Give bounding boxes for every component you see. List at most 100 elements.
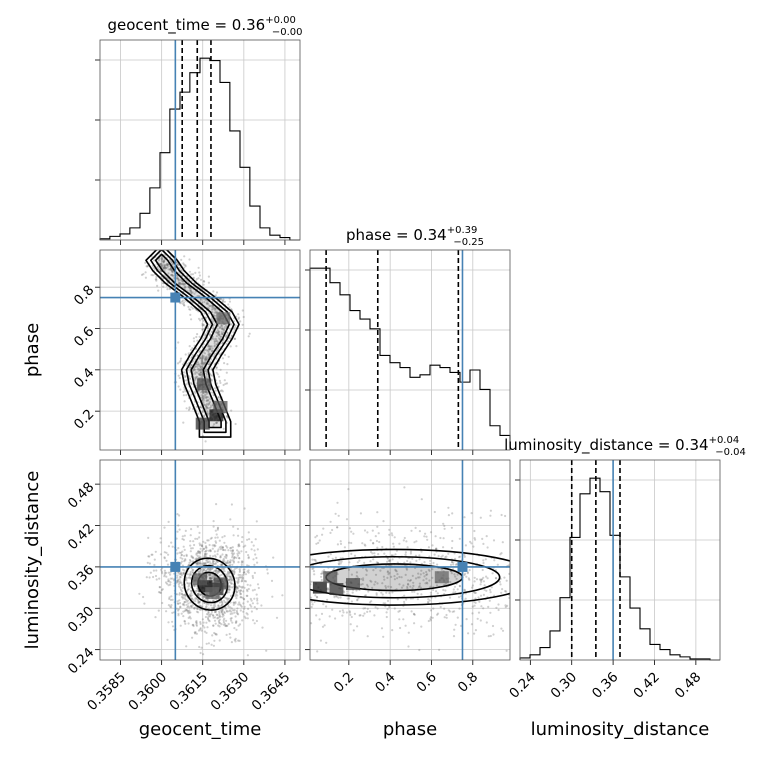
sample-point — [531, 565, 533, 567]
sample-point — [326, 590, 329, 593]
title-lower: −0.25 — [453, 237, 484, 248]
sample-point — [195, 621, 198, 624]
sample-point — [151, 553, 154, 556]
sample-point — [391, 591, 394, 594]
sample-point — [192, 540, 195, 543]
hist-geocent_time-frame — [99, 39, 301, 241]
sample-point — [241, 323, 244, 326]
sample-point — [193, 631, 196, 634]
sample-point — [386, 557, 389, 560]
sample-point — [431, 568, 434, 571]
density-cell — [329, 583, 344, 595]
sample-point — [207, 642, 210, 645]
sample-point — [410, 610, 413, 613]
sample-point — [181, 583, 184, 587]
sample-point — [195, 557, 198, 560]
sample-point — [182, 421, 185, 424]
sample-point — [351, 591, 354, 594]
sample-point — [181, 557, 184, 560]
sample-point — [471, 612, 474, 615]
sample-point — [668, 569, 670, 571]
contour-line — [154, 253, 231, 429]
sample-point — [187, 305, 190, 308]
sample-point — [348, 541, 351, 544]
sample-point — [365, 568, 368, 571]
sample-point — [246, 594, 249, 598]
sample-point — [185, 600, 188, 603]
sample-point — [222, 557, 225, 561]
sample-point — [456, 573, 459, 576]
sample-point — [177, 385, 180, 388]
sample-point — [416, 598, 419, 601]
sample-point — [387, 585, 390, 588]
sample-point — [209, 397, 212, 400]
sample-point — [318, 539, 321, 542]
sample-point — [227, 622, 230, 626]
sample-point — [436, 612, 440, 615]
sample-point — [145, 576, 148, 579]
sample-point — [154, 550, 157, 553]
sample-point — [187, 582, 190, 585]
sample-point — [293, 618, 295, 620]
sample-point — [387, 573, 390, 576]
sample-point — [482, 580, 485, 583]
density-cell — [213, 401, 228, 413]
sample-point — [384, 585, 387, 588]
sample-point — [152, 575, 155, 579]
sample-point — [292, 613, 294, 615]
sample-point — [216, 572, 219, 575]
sample-point — [228, 300, 231, 303]
sample-point — [219, 338, 222, 341]
sample-point — [189, 593, 192, 596]
sample-point — [572, 623, 574, 625]
sample-point — [582, 562, 584, 564]
sample-point — [201, 324, 204, 327]
sample-point — [429, 531, 433, 534]
sample-point — [227, 610, 230, 613]
sample-point — [172, 274, 175, 277]
sample-point — [179, 282, 182, 286]
sample-point — [203, 554, 206, 558]
sample-point — [219, 556, 222, 559]
sample-point — [543, 588, 545, 590]
sample-point — [238, 603, 242, 606]
sample-point — [167, 571, 170, 574]
sample-point — [183, 601, 186, 604]
sample-point — [237, 313, 240, 316]
sample-point — [179, 605, 182, 608]
scatter-phase-luminosity_distance-frame — [309, 459, 511, 661]
sample-point — [496, 563, 499, 566]
sample-point — [215, 343, 218, 346]
sample-point — [163, 526, 166, 529]
sample-point — [205, 357, 208, 360]
sample-point — [228, 588, 231, 591]
sample-point — [398, 542, 401, 545]
sample-point — [279, 639, 281, 641]
sample-point — [238, 556, 241, 560]
sample-point — [236, 607, 239, 610]
hist-panel-phase: phase = 0.34+0.39 −0.25 — [305, 225, 511, 455]
sample-point — [179, 575, 182, 579]
sample-point — [236, 582, 239, 585]
sample-point — [178, 599, 181, 602]
sample-point — [183, 593, 186, 597]
sample-point — [208, 615, 212, 618]
sample-point — [223, 559, 226, 562]
sample-point — [191, 369, 195, 372]
sample-point — [434, 535, 437, 538]
sample-point — [219, 609, 222, 612]
sample-point — [366, 585, 369, 588]
sample-point — [325, 605, 328, 608]
sample-point — [160, 275, 163, 278]
sample-point — [201, 358, 204, 361]
sample-point — [304, 611, 306, 613]
sample-point — [237, 561, 240, 564]
sample-point — [204, 403, 208, 406]
sample-point — [246, 570, 249, 573]
sample-point — [252, 529, 254, 531]
sample-point — [257, 586, 260, 590]
sample-point — [220, 563, 223, 566]
sample-point — [232, 601, 235, 604]
sample-point — [196, 339, 199, 342]
sample-point — [449, 563, 453, 566]
